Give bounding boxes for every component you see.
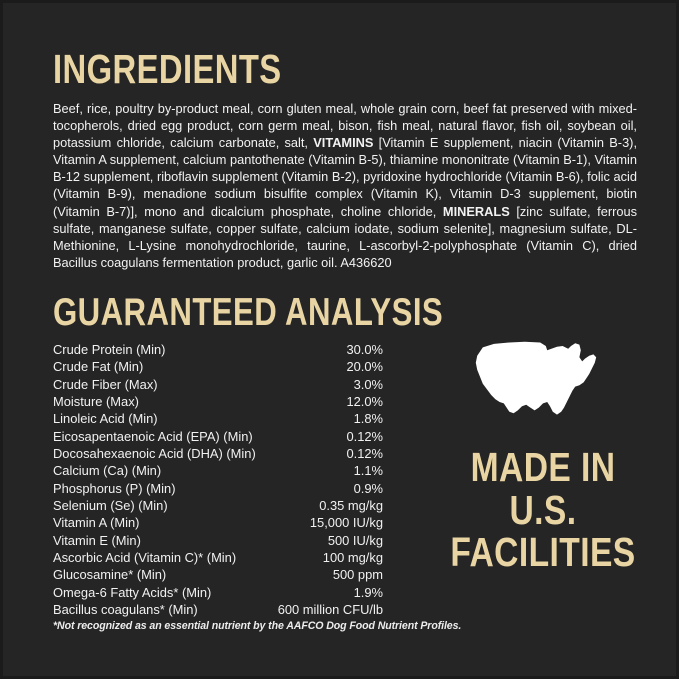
analysis-row: Linoleic Acid (Min) 1.8% bbox=[53, 410, 383, 427]
analysis-row: Selenium (Se) (Min) 0.35 mg/kg bbox=[53, 497, 383, 514]
analysis-row: Docosahexaenoic Acid (DHA) (Min) 0.12% bbox=[53, 445, 383, 462]
analysis-row-name: Moisture (Max) bbox=[53, 394, 139, 410]
made-in-us-line-3: FACILITIES bbox=[450, 529, 636, 576]
analysis-row-name: Crude Fat (Min) bbox=[53, 359, 144, 375]
analysis-row-name: Ascorbic Acid (Vitamin C)* (Min) bbox=[53, 550, 237, 566]
analysis-row: Phosphorus (P) (Min) 0.9% bbox=[53, 480, 383, 497]
analysis-row-value: 0.9% bbox=[353, 480, 383, 496]
ingredients-text-part-1: Beef, rice, poultry by-product meal, cor… bbox=[53, 101, 637, 151]
analysis-row-value: 1.8% bbox=[353, 411, 383, 427]
made-in-us-badge: MADE IN U.S. FACILITIES bbox=[423, 337, 663, 574]
analysis-row-name: Selenium (Se) (Min) bbox=[53, 498, 168, 514]
ingredients-text-part-3: [zinc sulfate, ferrous sulfate, manganes… bbox=[53, 203, 637, 270]
analysis-row: Ascorbic Acid (Vitamin C)* (Min) 100 mg/k… bbox=[53, 549, 383, 566]
analysis-row: Glucosamine* (Min) 500 ppm bbox=[53, 566, 383, 583]
made-in-us-line-2: U.S. bbox=[509, 486, 577, 533]
analysis-row-name: Calcium (Ca) (Min) bbox=[53, 463, 162, 479]
guaranteed-analysis-heading: GUARANTEED ANALYSIS bbox=[53, 291, 444, 334]
analysis-row-value: 3.0% bbox=[353, 376, 383, 392]
analysis-row-name: Vitamin E (Min) bbox=[53, 532, 141, 548]
analysis-row-value: 15,000 IU/kg bbox=[309, 515, 383, 531]
analysis-row-value: 600 million CFU/lb bbox=[277, 602, 383, 618]
analysis-row-name: Linoleic Acid (Min) bbox=[53, 411, 158, 427]
made-in-us-line-1: MADE IN bbox=[470, 444, 616, 490]
analysis-row-name: Phosphorus (P) (Min) bbox=[53, 480, 176, 496]
ingredients-body: Beef, rice, poultry by-product meal, cor… bbox=[53, 100, 637, 271]
analysis-row-name: Vitamin A (Min) bbox=[53, 515, 140, 531]
analysis-row: Bacillus coagulans* (Min) 600 million CFU… bbox=[53, 601, 383, 618]
ingredients-text-part-2: [Vitamin E supplement, niacin (Vitamin B… bbox=[53, 135, 637, 219]
guaranteed-analysis-table: Crude Protein (Min) 30.0% Crude Fat (Min) 2… bbox=[53, 341, 383, 619]
analysis-row-value: 12.0% bbox=[346, 394, 383, 410]
analysis-row-name: Glucosamine* (Min) bbox=[53, 567, 167, 583]
vitamins-label: VITAMINS bbox=[313, 135, 374, 151]
usa-map-icon bbox=[475, 341, 597, 415]
analysis-row-name: Docosahexaenoic Acid (DHA) (Min) bbox=[53, 446, 256, 462]
analysis-row-name: Omega-6 Fatty Acids* (Min) bbox=[53, 584, 212, 600]
analysis-row-value: 1.9% bbox=[353, 584, 383, 600]
analysis-row-name: Crude Fiber (Max) bbox=[53, 376, 158, 392]
analysis-row-value: 30.0% bbox=[346, 342, 383, 357]
analysis-row-value: 20.0% bbox=[346, 359, 383, 375]
analysis-row-value: 0.12% bbox=[346, 428, 383, 444]
analysis-row-name: Bacillus coagulans* (Min) bbox=[53, 602, 198, 618]
analysis-row-value: 1.1% bbox=[353, 463, 383, 479]
analysis-row-value: 500 IU/kg bbox=[327, 532, 383, 548]
analysis-row: Eicosapentaenoic Acid (EPA) (Min) 0.12% bbox=[53, 428, 383, 445]
analysis-row-value: 0.12% bbox=[346, 446, 383, 462]
analysis-row: Crude Fiber (Max) 3.0% bbox=[53, 376, 383, 393]
analysis-row-value: 100 mg/kg bbox=[322, 550, 383, 566]
analysis-row: Vitamin A (Min) 15,000 IU/kg bbox=[53, 514, 383, 531]
analysis-row: Calcium (Ca) (Min) 1.1% bbox=[53, 462, 383, 479]
analysis-row-value: 0.35 mg/kg bbox=[319, 498, 383, 514]
analysis-row-name: Eicosapentaenoic Acid (EPA) (Min) bbox=[53, 428, 253, 444]
ingredients-heading: INGREDIENTS bbox=[53, 46, 282, 92]
analysis-row: Crude Fat (Min) 20.0% bbox=[53, 358, 383, 375]
analysis-row: Vitamin E (Min) 500 IU/kg bbox=[53, 532, 383, 549]
analysis-row: Omega-6 Fatty Acids* (Min) 1.9% bbox=[53, 584, 383, 601]
analysis-footnote: *Not recognized as an essential nutrient… bbox=[53, 620, 462, 632]
analysis-row-value: 500 ppm bbox=[332, 567, 383, 583]
minerals-label: MINERALS bbox=[442, 203, 510, 219]
analysis-row: Crude Protein (Min) 30.0% bbox=[53, 341, 383, 358]
analysis-row: Moisture (Max) 12.0% bbox=[53, 393, 383, 410]
analysis-row-name: Crude Protein (Min) bbox=[53, 342, 166, 357]
